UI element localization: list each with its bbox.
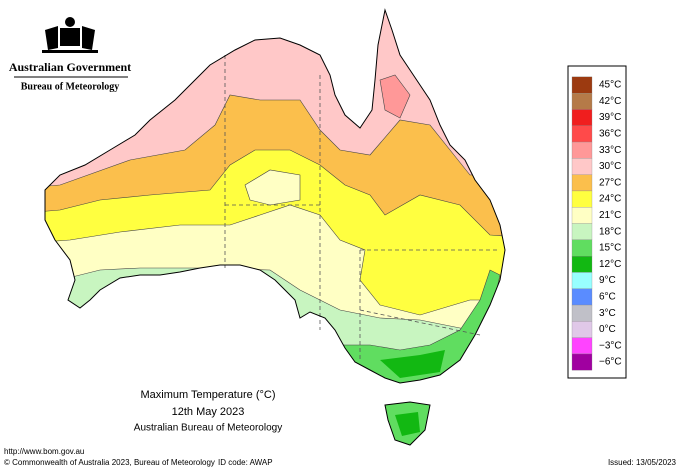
legend-label: 12°C (599, 259, 621, 270)
footer-copyright: © Commonwealth of Australia 2023, Bureau… (4, 458, 215, 467)
legend-swatch (571, 125, 593, 143)
coat-of-arms (42, 17, 98, 53)
legend-label: 42°C (599, 96, 621, 107)
legend-label: 36°C (599, 129, 621, 140)
legend-swatch (571, 272, 593, 289)
footer-issued: Issued: 13/05/2023 (608, 458, 677, 467)
map-source: Australian Bureau of Meteorology (134, 423, 282, 434)
map-title: Maximum Temperature (°C) (140, 389, 275, 401)
map-date: 12th May 2023 (172, 406, 245, 418)
legend-label: 3°C (599, 308, 616, 319)
legend-label: 30°C (599, 161, 621, 172)
legend-swatch (571, 207, 593, 224)
legend-label: 39°C (599, 112, 621, 123)
legend-label: 15°C (599, 243, 621, 254)
legend-swatch (571, 304, 593, 322)
bureau-name: Bureau of Meteorology (21, 81, 120, 92)
legend: 45°C 42°C 39°C 36°C 33°C 30°C 27°C 24°C 21°C 18°C… (571, 76, 622, 371)
legend-swatch (571, 93, 593, 110)
legend-label: 45°C (599, 80, 621, 91)
legend-label: 33°C (599, 145, 621, 156)
legend-swatch (571, 158, 593, 175)
legend-swatch (571, 223, 593, 241)
legend-label: 18°C (599, 226, 621, 237)
legend-swatch (571, 255, 593, 273)
legend-swatch (571, 141, 593, 159)
legend-label: 0°C (599, 324, 616, 335)
legend-label: 27°C (599, 177, 621, 188)
legend-label: 6°C (599, 292, 616, 303)
legend-swatch (571, 76, 593, 94)
legend-label: 9°C (599, 275, 616, 286)
legend-swatch (571, 174, 593, 192)
legend-swatch (571, 190, 593, 208)
legend-swatch (571, 239, 593, 257)
footer-id: ID code: AWAP (218, 458, 273, 467)
legend-swatch (571, 353, 593, 371)
legend-swatch (571, 288, 593, 306)
legend-label: −6°C (599, 357, 622, 368)
coastline (44, 8, 506, 446)
government-name: Australian Government (9, 60, 131, 74)
legend-swatch (571, 109, 593, 126)
legend-label: 21°C (599, 210, 621, 221)
legend-label: −3°C (599, 340, 622, 351)
legend-label: 24°C (599, 194, 621, 205)
state-borders (224, 55, 500, 362)
footer-url: http://www.bom.gov.au (4, 447, 84, 456)
legend-swatch (571, 321, 593, 338)
legend-swatch (571, 337, 593, 355)
